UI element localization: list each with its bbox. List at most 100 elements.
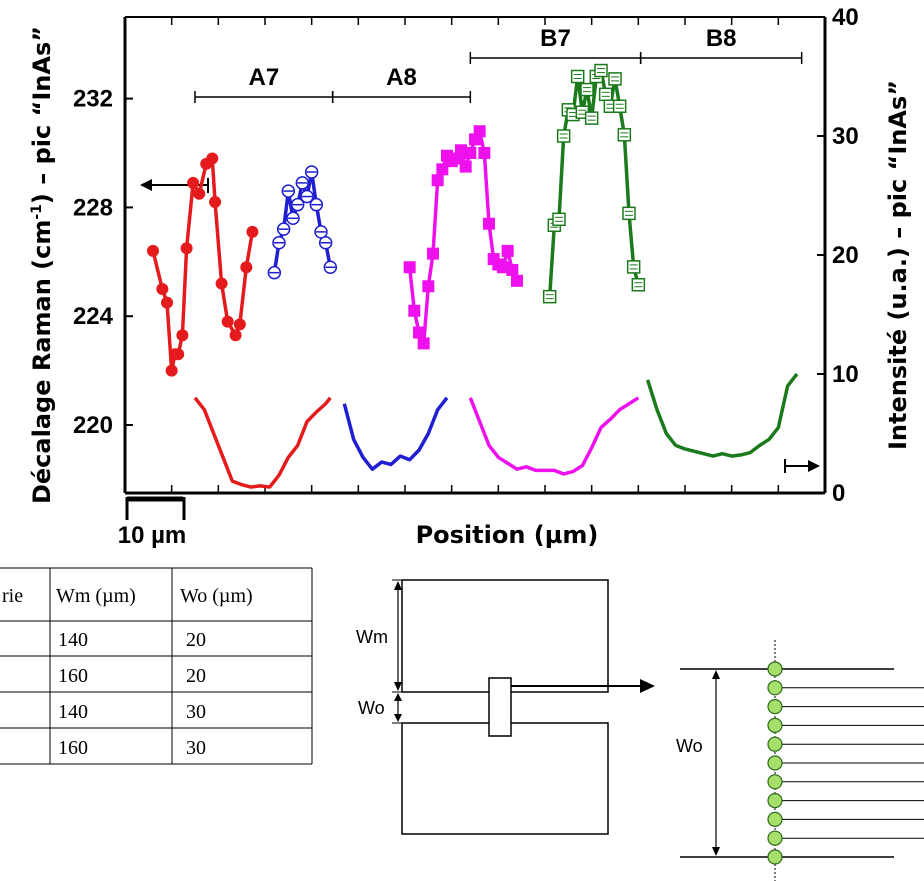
data-point <box>622 206 636 221</box>
data-point <box>511 274 523 287</box>
data-point <box>612 99 627 113</box>
data-point <box>598 87 613 102</box>
data-point <box>233 318 246 331</box>
segment-label: B7 <box>540 25 571 52</box>
data-point <box>295 176 310 190</box>
y-tick-label-right: 10 <box>832 361 859 388</box>
data-point <box>556 129 571 143</box>
scale-bar: 10 µm <box>118 496 187 549</box>
wm-label: Wm <box>356 627 388 647</box>
data-point <box>473 125 486 138</box>
data-point <box>215 277 228 290</box>
series-line <box>468 396 640 476</box>
y-tick-label-left: 232 <box>73 86 113 113</box>
data-point <box>276 222 291 236</box>
probe-point <box>767 792 783 809</box>
data-point <box>165 364 178 377</box>
probe-points <box>767 661 924 865</box>
y-tick-label-left: 228 <box>73 194 113 221</box>
data-point <box>497 261 509 274</box>
table-header-series: rie <box>2 585 23 607</box>
data-point <box>323 260 338 274</box>
data-point <box>187 176 200 189</box>
segment-label: B8 <box>706 25 737 52</box>
table-cell: 30 <box>186 737 206 759</box>
data-point <box>240 261 253 274</box>
probe-point <box>767 811 783 828</box>
data-point <box>161 296 173 309</box>
data-point <box>408 304 421 317</box>
table-cell: 20 <box>186 665 206 687</box>
data-point <box>506 263 519 276</box>
table-grid <box>0 567 313 765</box>
probe-point <box>767 774 783 790</box>
data-point <box>431 174 444 187</box>
plot-frame <box>123 16 827 495</box>
data-point <box>246 225 259 238</box>
data-point <box>176 329 189 342</box>
table-cell: 140 <box>58 701 88 723</box>
data-point <box>413 326 425 339</box>
y-tick-label-right: 0 <box>832 480 845 507</box>
probe-point <box>767 717 783 734</box>
axis-ticks <box>125 16 825 494</box>
data-point <box>318 236 333 250</box>
data-point <box>617 128 632 142</box>
data-point <box>422 280 435 293</box>
table-cell: 20 <box>186 629 206 651</box>
data-point <box>286 211 300 226</box>
series-line <box>645 372 799 458</box>
data-point <box>267 265 282 280</box>
probe-point <box>767 830 783 846</box>
data-point <box>427 247 439 260</box>
x-axis-title: Position (µm) <box>416 521 599 549</box>
data-point <box>403 261 416 274</box>
geometry-table: rie Wm (µm) Wo (µm) 140 20 160 20 140 30… <box>0 567 313 765</box>
probe-point <box>767 755 783 771</box>
mesa-top <box>401 579 609 693</box>
data-series <box>147 63 799 489</box>
mesa-bottom <box>401 722 609 835</box>
probe-point <box>767 680 783 696</box>
data-point <box>631 278 646 292</box>
data-point <box>483 217 495 230</box>
data-point <box>156 283 169 295</box>
data-point <box>209 195 222 208</box>
data-point <box>229 329 242 342</box>
right-axis-arrow <box>784 459 820 473</box>
series-line <box>193 396 332 489</box>
data-point <box>501 244 514 257</box>
data-point <box>552 212 566 227</box>
zoom-arrow-head <box>640 679 655 693</box>
data-point <box>206 152 219 165</box>
data-point <box>417 337 430 350</box>
data-point <box>584 111 599 125</box>
data-point <box>459 160 472 173</box>
y-axis-left-title: Décalage Raman (cm-1) – pic “InAs” <box>28 26 56 504</box>
data-point <box>172 348 185 361</box>
data-point <box>290 197 305 212</box>
mesa-schematic: Wm Wo Wo <box>356 579 924 881</box>
segment-label: A8 <box>386 64 417 91</box>
wo-label: Wo <box>358 698 385 718</box>
data-point <box>594 63 608 78</box>
data-point <box>147 244 159 257</box>
probe-point <box>767 849 783 865</box>
tick-labels: 220 224 228 232 0 10 20 30 40 <box>73 4 859 507</box>
table-cell: 160 <box>58 737 88 759</box>
data-point <box>304 165 319 179</box>
y-axis-right-title: Intensité (u.a.) – pic “InAs” <box>884 80 912 450</box>
data-point <box>180 242 193 255</box>
scale-bar-label: 10 µm <box>118 522 187 549</box>
y-tick-label-right: 40 <box>832 4 859 31</box>
probe-point <box>767 698 783 715</box>
table-cell: 140 <box>58 629 88 651</box>
table-cell: 30 <box>186 701 206 723</box>
data-point <box>542 289 557 304</box>
y-tick-label-right: 20 <box>832 242 859 269</box>
data-point <box>281 184 296 198</box>
data-point <box>193 187 206 200</box>
data-point <box>221 315 234 328</box>
data-point <box>478 147 491 159</box>
